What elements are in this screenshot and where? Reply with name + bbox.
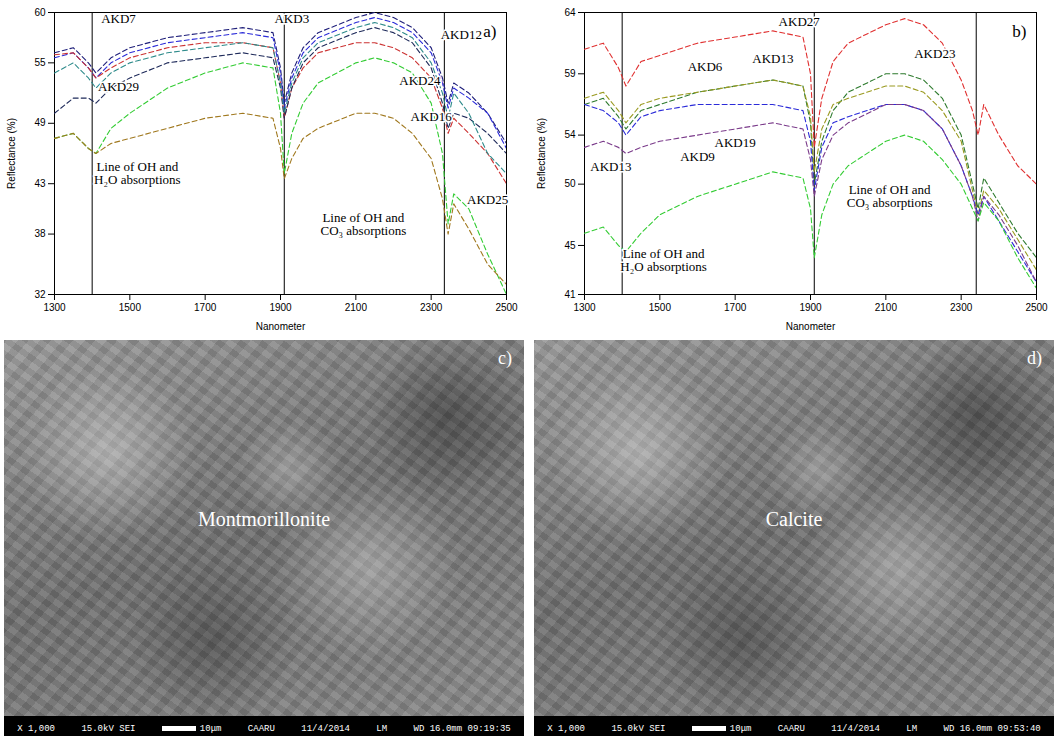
html-text:CAARU: CAARU [777, 724, 805, 734]
html-text:11/4/2014: 11/4/2014 [831, 724, 880, 734]
svg-text:59: 59 [564, 68, 576, 79]
svg-text:1300: 1300 [43, 302, 66, 313]
svg-text:AKD16: AKD16 [411, 109, 453, 124]
html-text:LM: LM [376, 724, 388, 734]
html-text:Montmorillonite: Montmorillonite [197, 508, 331, 530]
svg-text:2300: 2300 [950, 302, 973, 313]
svg-text:2500: 2500 [1025, 302, 1048, 313]
svg-text:Line of OH andCO₃ absorptions: Line of OH andCO₃ absorptions [847, 182, 933, 210]
svg-text:a): a) [483, 22, 496, 41]
svg-text:1900: 1900 [269, 302, 292, 313]
svg-text:38: 38 [34, 228, 46, 239]
svg-text:43: 43 [34, 178, 46, 189]
svg-text:Nanometer: Nanometer [256, 321, 306, 332]
svg-text:49: 49 [34, 117, 46, 128]
svg-text:AKD24: AKD24 [399, 73, 441, 88]
svg-text:Reflectance (%): Reflectance (%) [536, 118, 547, 189]
svg-text:1500: 1500 [119, 302, 142, 313]
svg-text:Line of OH andCO₃ absorptions: Line of OH andCO₃ absorptions [320, 210, 406, 238]
html-text:LM: LM [906, 724, 918, 734]
svg-text:Nanometer: Nanometer [786, 321, 836, 332]
svg-text:1700: 1700 [724, 302, 747, 313]
svg-text:1300: 1300 [573, 302, 596, 313]
svg-text:AKD13: AKD13 [590, 159, 631, 174]
svg-text:50: 50 [564, 178, 576, 189]
svg-text:54: 54 [564, 129, 576, 140]
svg-text:AKD23: AKD23 [914, 46, 955, 61]
html-text:CAARU: CAARU [247, 724, 275, 734]
svg-text:Line of OH andH₂O absorptions: Line of OH andH₂O absorptions [620, 246, 707, 274]
svg-text:AKD3: AKD3 [274, 11, 309, 26]
html-text:d): d) [1027, 348, 1042, 368]
svg-text:AKD27: AKD27 [779, 14, 821, 29]
svg-text:AKD9: AKD9 [680, 149, 715, 164]
html-text:15.0kV SEI: 15.0kV SEI [81, 724, 136, 734]
html-text:Calcite: Calcite [765, 508, 823, 530]
html-text:c): c) [498, 348, 512, 368]
html-text:11/4/2014: 11/4/2014 [301, 724, 350, 734]
html-text:WD 16.0mm 09:53:40: WD 16.0mm 09:53:40 [943, 724, 1041, 734]
html-text:WD 16.0mm 09:19:35: WD 16.0mm 09:19:35 [413, 724, 511, 734]
svg-text:AKD25: AKD25 [467, 192, 508, 207]
svg-text:AKD7: AKD7 [101, 11, 136, 26]
svg-text:2500: 2500 [495, 302, 518, 313]
html-text:X 1,000: X 1,000 [17, 724, 55, 734]
svg-text:60: 60 [34, 7, 46, 18]
svg-text:AKD13: AKD13 [752, 51, 793, 66]
svg-text:64: 64 [564, 7, 576, 18]
svg-text:AKD12: AKD12 [441, 27, 482, 42]
svg-text:1700: 1700 [194, 302, 217, 313]
svg-text:1900: 1900 [799, 302, 822, 313]
svg-text:AKD6: AKD6 [688, 59, 723, 74]
svg-text:AKD29: AKD29 [98, 79, 139, 94]
html-text:10μm: 10μm [199, 724, 222, 734]
svg-text:2300: 2300 [420, 302, 443, 313]
svg-text:55: 55 [34, 57, 46, 68]
svg-text:45: 45 [564, 240, 576, 251]
svg-text:b): b) [1012, 22, 1026, 41]
svg-text:2100: 2100 [345, 302, 368, 313]
html-text:15.0kV SEI: 15.0kV SEI [611, 724, 666, 734]
svg-text:2100: 2100 [875, 302, 898, 313]
svg-text:41: 41 [564, 289, 576, 300]
svg-text:1500: 1500 [649, 302, 672, 313]
svg-text:Reflectance (%): Reflectance (%) [6, 118, 17, 189]
html-text:10μm: 10μm [729, 724, 752, 734]
svg-text:32: 32 [34, 289, 46, 300]
html-text:X 1,000: X 1,000 [547, 724, 585, 734]
svg-text:Line of OH andH₂O absorptions: Line of OH andH₂O absorptions [94, 159, 181, 187]
svg-text:AKD19: AKD19 [715, 135, 756, 150]
